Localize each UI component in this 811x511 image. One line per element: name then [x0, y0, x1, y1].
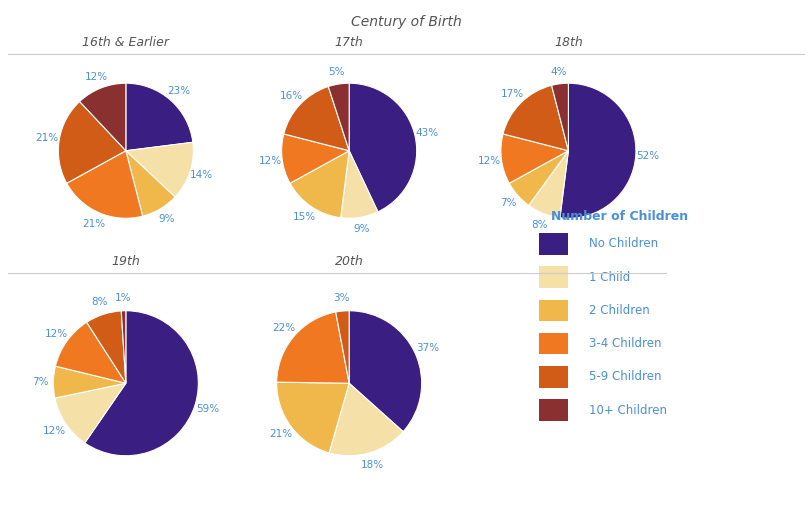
Text: 1%: 1% — [114, 293, 131, 303]
Text: 12%: 12% — [258, 156, 281, 166]
Text: 17th: 17th — [334, 36, 363, 49]
Text: 18%: 18% — [361, 460, 384, 471]
Wedge shape — [87, 311, 126, 383]
Wedge shape — [84, 311, 198, 456]
Text: 12%: 12% — [45, 329, 67, 339]
Wedge shape — [560, 83, 635, 218]
Text: 14%: 14% — [190, 170, 213, 180]
Text: 4%: 4% — [550, 67, 566, 77]
Text: 22%: 22% — [272, 323, 295, 333]
Wedge shape — [551, 83, 568, 151]
Wedge shape — [277, 382, 349, 453]
Text: 12%: 12% — [85, 72, 108, 82]
FancyBboxPatch shape — [539, 299, 568, 321]
Text: 43%: 43% — [415, 128, 438, 138]
Wedge shape — [277, 312, 349, 383]
Text: 12%: 12% — [477, 156, 500, 166]
FancyBboxPatch shape — [539, 333, 568, 355]
Text: 23%: 23% — [167, 86, 190, 96]
Wedge shape — [290, 151, 349, 218]
Text: 12%: 12% — [43, 426, 67, 436]
Text: 15%: 15% — [293, 212, 315, 222]
Text: 16th & Earlier: 16th & Earlier — [82, 36, 169, 49]
Wedge shape — [328, 383, 402, 456]
Wedge shape — [328, 83, 349, 151]
FancyBboxPatch shape — [539, 366, 568, 388]
Wedge shape — [349, 83, 416, 212]
Wedge shape — [126, 142, 193, 197]
Text: 21%: 21% — [36, 133, 58, 143]
Text: 9%: 9% — [158, 214, 174, 224]
FancyBboxPatch shape — [539, 233, 568, 254]
Text: 8%: 8% — [91, 297, 107, 307]
FancyBboxPatch shape — [539, 266, 568, 288]
Wedge shape — [121, 311, 126, 383]
Text: 8%: 8% — [530, 220, 547, 230]
Wedge shape — [55, 383, 126, 443]
Wedge shape — [79, 83, 126, 151]
Wedge shape — [283, 86, 349, 151]
Text: 1 Child: 1 Child — [588, 271, 629, 284]
Text: 19th: 19th — [111, 256, 140, 268]
Wedge shape — [67, 151, 143, 218]
Text: No Children: No Children — [588, 237, 657, 250]
Text: 21%: 21% — [83, 219, 105, 229]
Text: 59%: 59% — [195, 404, 219, 413]
Wedge shape — [58, 102, 126, 183]
Wedge shape — [500, 134, 568, 183]
Text: 10+ Children: 10+ Children — [588, 404, 666, 416]
Text: 17%: 17% — [500, 89, 523, 100]
Text: 3%: 3% — [333, 293, 349, 303]
Wedge shape — [502, 85, 568, 151]
Text: 3-4 Children: 3-4 Children — [588, 337, 660, 350]
Wedge shape — [54, 366, 126, 398]
Text: Number of Children: Number of Children — [550, 210, 687, 222]
Text: 21%: 21% — [268, 429, 292, 439]
Text: 37%: 37% — [415, 343, 438, 354]
Text: 18th: 18th — [553, 36, 582, 49]
Wedge shape — [508, 151, 568, 205]
Wedge shape — [528, 151, 568, 218]
Text: 7%: 7% — [500, 198, 517, 208]
Text: 2 Children: 2 Children — [588, 304, 649, 317]
Text: 52%: 52% — [636, 151, 659, 161]
Text: 16%: 16% — [279, 91, 303, 101]
Text: 9%: 9% — [353, 224, 370, 235]
Text: 5-9 Children: 5-9 Children — [588, 370, 660, 383]
Text: Century of Birth: Century of Birth — [350, 15, 461, 29]
Text: 7%: 7% — [32, 377, 49, 387]
Text: 20th: 20th — [334, 256, 363, 268]
Wedge shape — [126, 151, 175, 216]
FancyBboxPatch shape — [539, 400, 568, 421]
Wedge shape — [55, 322, 126, 383]
Wedge shape — [281, 134, 349, 183]
Wedge shape — [126, 83, 193, 151]
Wedge shape — [335, 311, 349, 383]
Text: 5%: 5% — [328, 67, 345, 77]
Wedge shape — [349, 311, 421, 432]
Wedge shape — [341, 151, 377, 218]
